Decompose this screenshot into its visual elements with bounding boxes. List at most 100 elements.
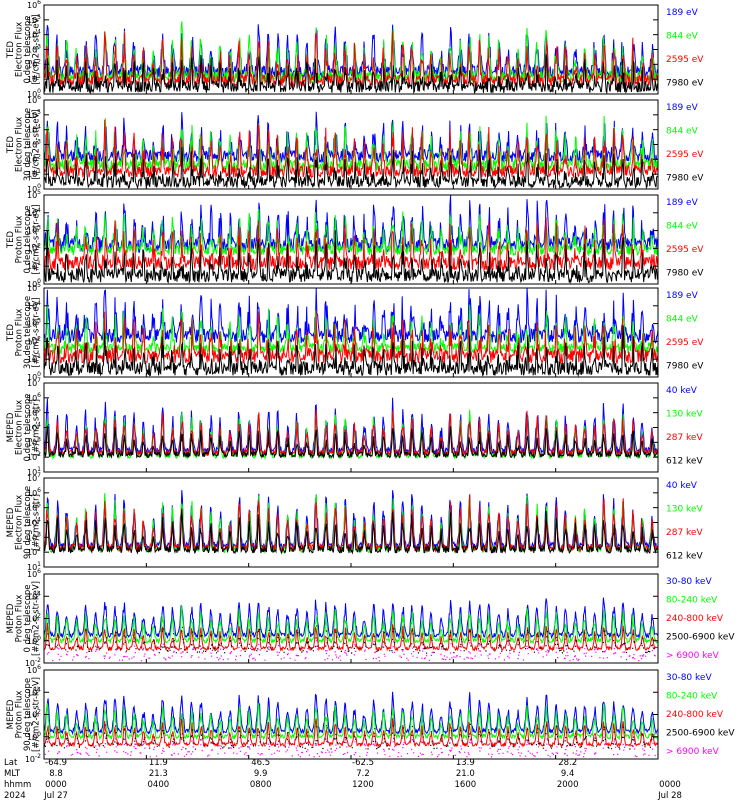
panel-6-ytick-label-3: 104 — [27, 517, 41, 528]
panel-7-series-group — [44, 597, 658, 662]
panel-3-legend-1: 189 eV — [666, 198, 699, 208]
panel-1-ytick-label-0: 100 — [27, 88, 41, 99]
panel-8-ytick-label-0: 10-2 — [25, 753, 41, 764]
panel-6-series-group — [44, 490, 658, 555]
panel-3-ytick-label-5: 105 — [27, 189, 41, 200]
panel-2-series-group — [44, 111, 658, 189]
panel-6-ylabel-line-4: [#/cm2-s-str] — [32, 494, 42, 551]
panel-3-series-group — [44, 195, 658, 284]
panel-3-ytick-label-0: 100 — [27, 278, 41, 289]
panel-4-ytick-label-4: 104 — [27, 300, 41, 311]
panel-4-series-189-eV — [44, 288, 658, 344]
panel-2-ytick-label-5: 105 — [27, 109, 41, 120]
panel-5-legend-3: 287 keV — [666, 433, 703, 443]
xaxis-row-label-mlt: MLT — [4, 769, 21, 779]
panel-4-series-group — [44, 288, 658, 377]
panel-5-ylabel-line-3: 0 deg telescope — [23, 394, 33, 462]
panel-4-ytick-label-1: 101 — [27, 353, 41, 364]
panel-1-ylabel-line-1: TED — [6, 40, 16, 59]
panel-2-ytick-label-0: 100 — [27, 183, 41, 194]
panel-2-legend-2: 844 eV — [666, 127, 699, 137]
panel-3-legend-2: 844 eV — [666, 222, 699, 232]
panel-7-ylabel-line-3: 0 deg telescope — [23, 585, 33, 653]
panel-4-legend-2: 844 eV — [666, 315, 699, 325]
panel-4-ylabel-line-4: [#/cm2-s-str-eV] — [32, 297, 42, 367]
panel-7-frame — [43, 573, 659, 664]
panel-5-ytick-label-0: 101 — [27, 466, 41, 477]
panel-1-ylabel-line-3: 0 deg telescope — [23, 16, 33, 84]
panel-8-series-240-800-keV — [44, 718, 658, 749]
panel-6-ylabel-line-2: Electron Flux — [15, 495, 25, 550]
panel-2-ylabel-line-1: TED — [6, 135, 16, 154]
panel-8-series-30-80-keV — [44, 691, 658, 736]
panel-3-legend-3: 2595 eV — [666, 245, 704, 255]
panel-2-ytick-label-1: 101 — [27, 168, 41, 179]
panel-1-legend-2: 844 eV — [666, 32, 699, 42]
panel-7-legend-5: > 6900 keV — [666, 651, 720, 661]
xaxis-row-label-hhmm: hhmm — [4, 780, 31, 790]
panel-5-ytick-label-4: 105 — [27, 407, 41, 418]
panel-1-ytick-label-2: 102 — [27, 58, 41, 69]
xaxis-hhmm-2: 0800 — [250, 780, 272, 790]
panel-3-series-7980-eV — [44, 230, 658, 284]
xaxis-mlt-1: 21.3 — [149, 769, 168, 779]
panel-1-ylabel-line-4: [#/cm2-s-str-eV] — [32, 14, 42, 84]
panel-7-legend-3: 240-800 keV — [666, 614, 724, 624]
panel-6-ytick-label-0: 101 — [27, 561, 41, 572]
xaxis-mlt-4: 21.0 — [456, 769, 475, 779]
panel-5-legend-2: 130 keV — [666, 410, 703, 420]
xaxis-row-label-2024: 2024 — [4, 791, 26, 800]
xaxis-lat-0: -64.9 — [45, 758, 67, 768]
panel-7-ylabel-line-4: [#/cm2-s-str-keV] — [32, 581, 42, 656]
xaxis-date-6: Jul 28 — [657, 791, 682, 800]
panel-6-ylabel-line-3: 90 deg telescope — [23, 486, 33, 559]
panel-1-series-2595-eV — [44, 31, 658, 89]
panel-1-ytick-label-1: 101 — [27, 73, 41, 84]
panel-5-ytick-label-5: 106 — [27, 392, 41, 403]
panel-3-ytick-label-3: 103 — [27, 225, 41, 236]
panel-7-ylabel-line-2: Proton Flux — [15, 595, 25, 643]
panel-4-ytick-label-2: 102 — [27, 335, 41, 346]
panel-6-legend-2: 130 keV — [666, 505, 703, 515]
panel-1-ytick-label-5: 105 — [27, 14, 41, 25]
xaxis-mlt-0: 8.8 — [49, 769, 63, 779]
panel-8-ytick-label-3: 104 — [27, 686, 41, 697]
panel-6-series-287-keV — [44, 494, 658, 554]
panel-2-ytick-label-6: 106 — [27, 94, 41, 105]
panel-8-ylabel-line-3: 90 deg telescope — [23, 678, 33, 751]
panel-5-ylabel-line-2: Electron Flux — [15, 400, 25, 455]
panel-2-ylabel-line-2: Electron Flux — [15, 117, 25, 172]
panel-5-ytick-label-3: 104 — [27, 422, 41, 433]
panel-8-legend-1: 30-80 keV — [666, 673, 712, 683]
panel-3-ylabel-line-2: Proton Flux — [15, 216, 25, 264]
panel-2-legend-4: 7980 eV — [666, 174, 704, 184]
panel-5-ylabel-line-4: [#/cm2-s-str] — [32, 399, 42, 456]
panel-8-series-group — [44, 691, 658, 758]
xaxis-hhmm-3: 1200 — [352, 780, 374, 790]
panel-4-legend-1: 189 eV — [666, 291, 699, 301]
panel-4-series-2595-eV — [44, 311, 658, 365]
panel-3-series-844-eV — [44, 208, 658, 257]
panel-6-ytick-label-4: 105 — [27, 502, 41, 513]
xaxis-row-label-lat: Lat — [4, 758, 18, 768]
xaxis-hhmm-4: 1600 — [455, 780, 477, 790]
panel-2-legend-3: 2595 eV — [666, 150, 704, 160]
panel-8-legend-4: 2500-6900 keV — [666, 729, 735, 739]
xaxis-hhmm-6: 0000 — [659, 780, 681, 790]
panel-8-legend-2: 80-240 keV — [666, 692, 718, 702]
xaxis-lat-5: 28.2 — [558, 758, 577, 768]
panel-3-ylabel-line-4: [#/cm2-s-str-eV] — [32, 204, 42, 274]
panel-2-ytick-label-2: 102 — [27, 153, 41, 164]
panel-4-ytick-label-5: 105 — [27, 282, 41, 293]
panel-7-ylabel-line-1: MEPED — [6, 603, 16, 633]
xaxis-lat-2: 46.5 — [251, 758, 270, 768]
panel-7-series-240-800-keV — [44, 622, 658, 652]
panel-6-ytick-label-2: 103 — [27, 531, 41, 542]
panel-7-legend-4: 2500-6900 keV — [666, 633, 735, 643]
